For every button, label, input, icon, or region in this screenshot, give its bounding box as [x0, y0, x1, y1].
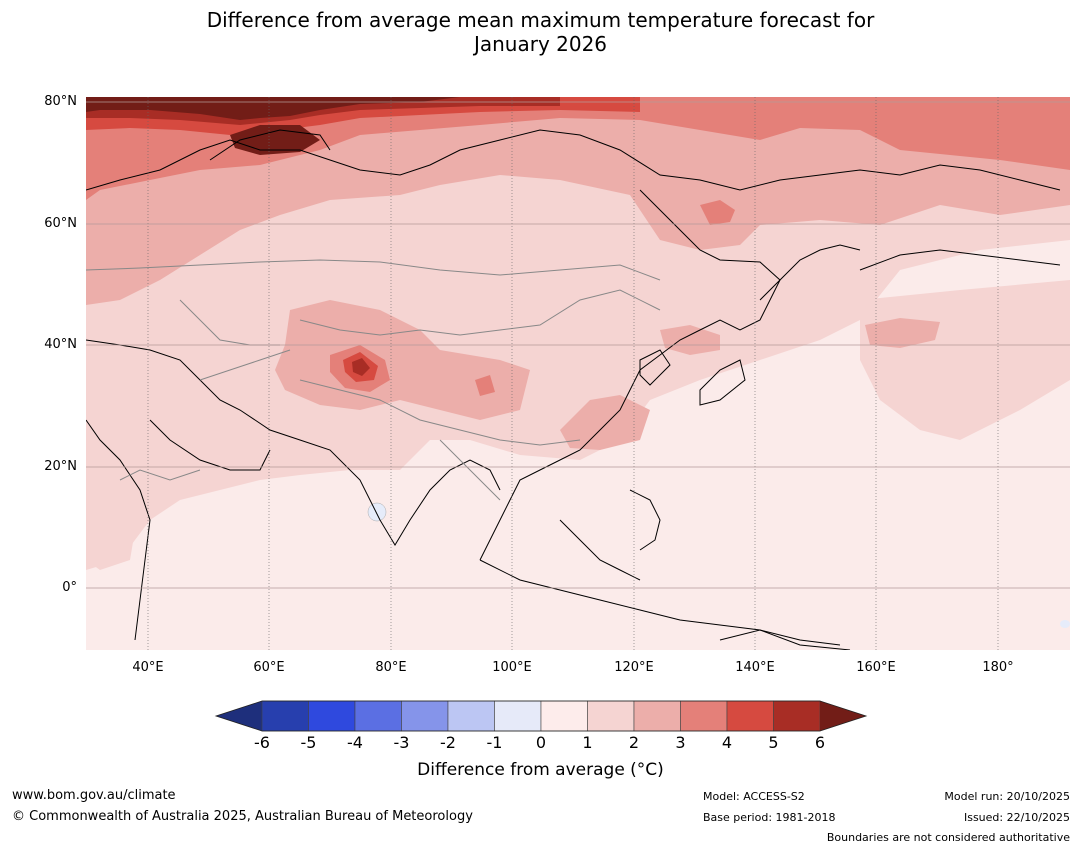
colorbar-outline — [214, 700, 868, 732]
lon-label-180: 180° — [982, 660, 1014, 675]
colorbar-label: Difference from average (°C) — [417, 760, 664, 780]
colorbar-swatch — [680, 700, 728, 732]
lat-label-60n: 60°N — [44, 216, 77, 231]
colorbar-swatch — [587, 700, 635, 732]
anomaly-band-2-3-china — [560, 395, 650, 450]
title-line-2: January 2026 — [473, 32, 608, 56]
colorbar-swatch — [494, 700, 542, 732]
longitude-gridlines — [147, 97, 999, 650]
footer-disclaimer: Boundaries are not considered authoritat… — [826, 831, 1070, 844]
lon-label-100e: 100°E — [492, 660, 532, 675]
title-line-1: Difference from average mean maximum tem… — [206, 8, 875, 32]
colorbar-swatch — [354, 700, 402, 732]
map-field — [86, 97, 1070, 650]
lon-label-60e: 60°E — [253, 660, 285, 675]
colorbar-swatch — [261, 700, 309, 732]
colorbar-tick-label: -6 — [254, 733, 270, 752]
colorbar-tick-label: -3 — [393, 733, 410, 752]
colorbar-tick-label: -1 — [486, 733, 503, 752]
anomaly-band-6-plus — [86, 97, 460, 120]
lat-label-20n: 20°N — [44, 459, 77, 474]
cool-spot-pacific — [1060, 620, 1070, 628]
colorbar-swatch — [540, 700, 588, 732]
anomaly-band-1-2-africa — [86, 470, 140, 570]
colorbar-swatch — [773, 700, 821, 732]
colorbar-tick-label: -2 — [440, 733, 456, 752]
chart-title: Difference from average mean maximum tem… — [0, 8, 1081, 56]
colorbar-tick-label: 3 — [675, 733, 686, 752]
lat-label-40n: 40°N — [44, 337, 77, 352]
footer-website[interactable]: www.bom.gov.au/climate — [12, 788, 176, 803]
footer-base-period: Base period: 1981-2018 — [703, 811, 836, 824]
colorbar-swatch — [308, 700, 356, 732]
anomaly-band-3-4-siberia — [700, 200, 735, 225]
country-borders — [86, 259, 661, 501]
lat-label-80n: 80°N — [44, 94, 77, 109]
colorbar-tick-label: 2 — [628, 733, 640, 752]
anomaly-band-2-3-korea — [660, 325, 720, 355]
colorbar-tick-label: 6 — [814, 733, 826, 752]
footer-issued: Issued: 22/10/2025 — [963, 811, 1070, 824]
colorbar-swatch — [447, 700, 495, 732]
colorbar-tick-label: 5 — [768, 733, 779, 752]
lon-label-120e: 120°E — [614, 660, 654, 675]
anomaly-band-2-3-north — [86, 97, 1070, 305]
lat-label-0: 0° — [62, 580, 77, 595]
colorbar-tick-label: -5 — [300, 733, 317, 752]
colorbar-tick-label: 4 — [721, 733, 733, 752]
anomaly-band-2-3-pacific — [865, 318, 940, 348]
anomaly-band-3-4-china — [475, 375, 495, 396]
cool-spot-india — [367, 502, 387, 522]
latitude-gridlines — [86, 101, 1070, 589]
footer-model-run: Model run: 20/10/2025 — [944, 790, 1070, 803]
lon-label-160e: 160°E — [856, 660, 896, 675]
colorbar-tick-label: 0 — [535, 733, 547, 752]
colorbar-tick-label: 1 — [582, 733, 593, 752]
colorbar-swatch — [726, 700, 774, 732]
lon-label-40e: 40°E — [132, 660, 164, 675]
lon-label-140e: 140°E — [735, 660, 775, 675]
colorbar-extend-low — [216, 701, 262, 731]
colorbar-swatch — [401, 700, 449, 732]
footer-model: Model: ACCESS-S2 — [703, 790, 805, 803]
colorbar-extend-high — [820, 701, 866, 731]
footer-copyright: © Commonwealth of Australia 2025, Austra… — [12, 809, 473, 824]
coastlines — [86, 129, 1061, 650]
colorbar-tick-label: -4 — [347, 733, 363, 752]
lon-label-80e: 80°E — [375, 660, 407, 675]
anomaly-band-5-6-tibet — [352, 358, 370, 376]
colorbar-swatch — [633, 700, 681, 732]
